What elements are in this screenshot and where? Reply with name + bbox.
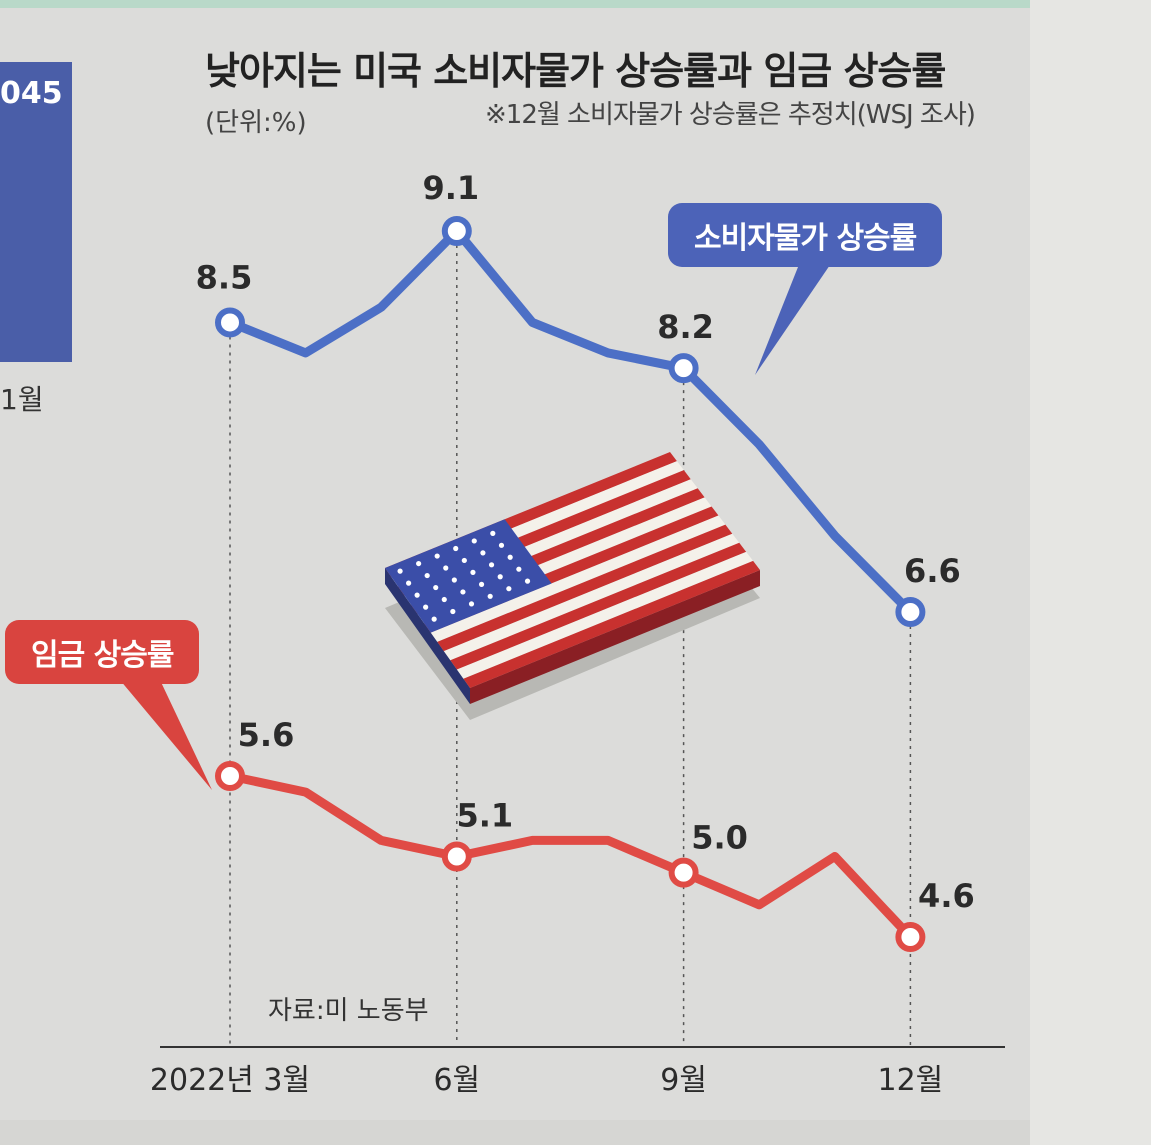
x-tick-label: 2022년 3월 bbox=[150, 1063, 310, 1098]
previous-graphic-bar bbox=[0, 62, 72, 362]
flag-star bbox=[507, 554, 513, 560]
flag-star bbox=[461, 557, 467, 564]
wage-callout-label: 임금 상승률 bbox=[5, 620, 200, 684]
flag-stripe bbox=[456, 551, 754, 679]
flag-stripe bbox=[437, 524, 733, 652]
estimate-note: ※12월 소비자물가 상승률은 추정치(WSJ 조사) bbox=[485, 100, 976, 130]
wage-point-marker bbox=[895, 922, 926, 952]
flag-stripe bbox=[463, 560, 760, 688]
flag-star bbox=[478, 581, 485, 587]
cpi-data-label: 9.1 bbox=[422, 169, 479, 207]
flag-stripe bbox=[443, 533, 740, 661]
flag-stripe bbox=[430, 515, 726, 642]
wage-callout: 임금 상승률 bbox=[5, 620, 200, 684]
wage-data-label: 5.1 bbox=[456, 797, 513, 835]
flag-star bbox=[470, 569, 476, 576]
wage-callout-tail bbox=[120, 680, 212, 790]
flag-star bbox=[516, 566, 522, 572]
flag-star bbox=[488, 562, 495, 568]
flag-star bbox=[451, 577, 457, 583]
page-edge bbox=[1030, 0, 1151, 1145]
flag-star bbox=[416, 560, 422, 567]
flag-star bbox=[450, 608, 456, 615]
flag-star bbox=[506, 586, 512, 592]
wage-data-label: 5.0 bbox=[691, 819, 748, 857]
wage-line bbox=[225, 771, 915, 942]
flag-star bbox=[443, 565, 449, 571]
flag-star bbox=[490, 530, 496, 536]
flag-star bbox=[397, 568, 403, 574]
flag-star bbox=[431, 616, 437, 622]
wage-data-label: 4.6 bbox=[918, 877, 975, 915]
flag-star bbox=[453, 545, 459, 552]
wage-point-marker bbox=[668, 857, 699, 888]
flag-star bbox=[424, 572, 430, 579]
cpi-point-marker bbox=[668, 353, 699, 384]
us-flag-icon bbox=[385, 452, 760, 720]
cpi-callout-label: 소비자물가 상승률 bbox=[668, 203, 943, 267]
wage-point-marker bbox=[441, 841, 472, 872]
flag-star bbox=[441, 596, 447, 603]
cpi-line bbox=[225, 226, 915, 617]
flag-star bbox=[471, 538, 477, 544]
flag-star bbox=[406, 580, 412, 586]
x-tick-label: 9월 bbox=[660, 1063, 707, 1098]
flag-star bbox=[480, 550, 486, 556]
unit-label: (단위:%) bbox=[205, 108, 307, 138]
flag-stripe bbox=[450, 542, 747, 670]
cpi-callout: 소비자물가 상승률 bbox=[668, 203, 943, 267]
flag-star bbox=[487, 593, 493, 599]
line-chart: 8.5 9.1 8.2 6.6 5.6 5.1 5.0 4.6 2022년 3월 6월 9월 12월 bbox=[120, 169, 1005, 1098]
source-label: 자료:미 노동부 bbox=[268, 996, 429, 1026]
x-tick-label: 12월 bbox=[878, 1063, 944, 1098]
flag-star bbox=[524, 578, 531, 584]
flag-star bbox=[497, 574, 503, 580]
flag-star bbox=[434, 553, 440, 559]
series-layer: 8.5 9.1 8.2 6.6 5.6 5.1 5.0 4.6 bbox=[196, 169, 975, 952]
flag-star bbox=[414, 592, 420, 598]
flag-canton bbox=[385, 519, 552, 633]
flag-star bbox=[423, 604, 429, 610]
flag-star bbox=[468, 601, 475, 607]
previous-graphic-value: 045 bbox=[0, 76, 63, 111]
cpi-data-label: 6.6 bbox=[904, 552, 961, 590]
cpi-point-marker bbox=[895, 597, 926, 627]
cpi-data-label: 8.2 bbox=[657, 308, 714, 346]
x-tick-label: 6월 bbox=[433, 1063, 480, 1098]
cpi-point-marker bbox=[215, 307, 245, 338]
cpi-callout-tail bbox=[755, 262, 832, 375]
flag-star bbox=[433, 584, 439, 591]
top-color-strip bbox=[0, 0, 1030, 8]
previous-graphic-month: 1월 bbox=[0, 383, 44, 416]
flag-star bbox=[498, 542, 505, 548]
wage-data-label: 5.6 bbox=[238, 716, 295, 754]
chart-title: 낮아지는 미국 소비자물가 상승률과 임금 상승률 bbox=[205, 49, 946, 93]
flag-side bbox=[385, 568, 470, 704]
x-tick-labels: 2022년 3월 6월 9월 12월 bbox=[150, 1063, 943, 1098]
cpi-point-marker bbox=[441, 216, 472, 246]
flag-edge bbox=[470, 570, 760, 704]
flag-star bbox=[460, 589, 466, 595]
wage-point-marker bbox=[215, 761, 245, 791]
cpi-data-label: 8.5 bbox=[196, 258, 253, 296]
